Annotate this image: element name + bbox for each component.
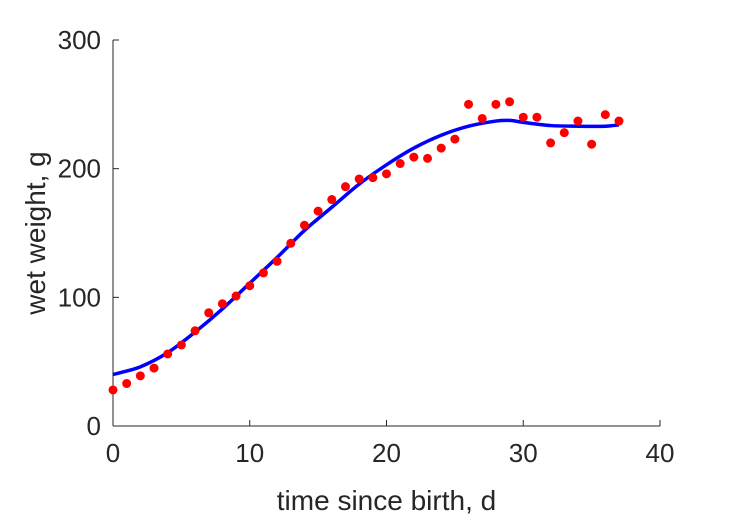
data-point [464,99,474,109]
data-point [340,182,350,192]
data-point [587,139,597,149]
data-point [368,173,378,183]
x-tick-label: 0 [106,438,120,468]
data-point [532,112,542,122]
data-point [245,281,255,291]
data-point [313,206,323,216]
data-point [354,174,364,184]
data-point [190,326,200,336]
data-point [477,113,487,123]
data-point [327,195,337,205]
data-point [546,138,556,148]
fit-curve-line [112,118,620,377]
data-point [204,308,214,318]
data-point [217,299,227,309]
data-point [614,116,624,126]
data-point [299,220,309,230]
fit-curve [112,118,620,377]
data-point [122,379,132,389]
tick-labels: 0 10 20 30 40 0 100 200 300 [58,25,675,468]
data-point [518,112,528,122]
data-point [423,153,433,163]
data-point [258,268,268,278]
data-point [409,152,419,162]
y-tick-label: 300 [58,25,101,55]
data-point [176,340,186,350]
y-tick-label: 100 [58,282,101,312]
data-point [505,97,515,107]
data-point [272,256,282,266]
data-point [559,128,569,138]
data-point [600,110,610,120]
y-tick-label: 0 [87,411,101,441]
data-point [573,116,583,126]
data-point [395,159,405,169]
data-points [108,97,624,395]
x-tick-label: 30 [509,438,538,468]
x-tick-label: 20 [372,438,401,468]
axes [112,39,661,427]
data-point [382,169,391,179]
data-point [286,238,296,248]
data-point [231,291,241,301]
data-point [163,349,173,359]
x-axis-label: time since birth, d [277,485,496,516]
data-point [108,385,118,395]
data-point [149,363,159,373]
data-point [135,371,145,381]
data-point [436,143,446,153]
x-tick-label: 40 [646,438,675,468]
data-point [450,134,460,144]
y-axis-label: wet weight, g [20,151,51,315]
y-tick-label: 200 [58,154,101,184]
data-point [491,99,501,109]
x-tick-label: 10 [235,438,264,468]
